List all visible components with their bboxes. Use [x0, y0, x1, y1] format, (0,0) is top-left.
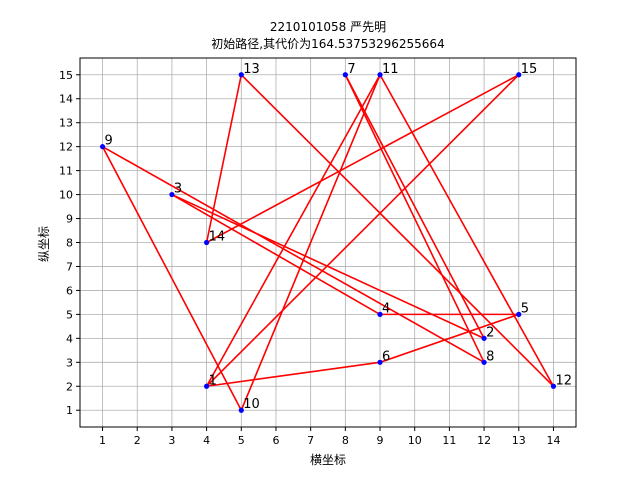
x-tick-label: 5 [238, 434, 245, 447]
route-segment [206, 361, 381, 388]
y-tick-label: 14 [59, 93, 73, 106]
city-point [550, 383, 557, 389]
chart-subtitle: 初始路径,其代价为164.53753296255664 [211, 36, 444, 51]
city-label: 14 [209, 230, 226, 245]
city-label: 7 [347, 62, 355, 77]
route-segment [240, 74, 381, 411]
city-label: 11 [382, 62, 399, 77]
city-point [481, 335, 487, 341]
x-tick-label: 12 [477, 434, 491, 447]
city-point [204, 383, 210, 389]
y-tick-label: 8 [66, 237, 73, 250]
city-point [377, 72, 383, 78]
y-tick-label: 12 [59, 141, 73, 154]
city-points [99, 72, 557, 413]
city-label: 10 [243, 397, 260, 412]
city-point [204, 239, 210, 246]
city-label: 13 [243, 62, 260, 77]
y-tick-label: 10 [59, 189, 73, 202]
y-tick-label: 6 [66, 284, 73, 297]
city-point [377, 311, 383, 317]
city-point [516, 311, 522, 317]
city-label: 4 [382, 301, 390, 316]
route-segment [171, 193, 485, 340]
route-segment [379, 74, 555, 387]
route-segment [205, 74, 381, 387]
city-label: 12 [555, 373, 572, 388]
route-segment [206, 74, 520, 244]
x-tick-label: 11 [442, 434, 456, 447]
grid [80, 58, 576, 427]
y-tick-label: 9 [66, 213, 73, 226]
city-label: 1 [209, 373, 217, 388]
y-tick-label: 5 [66, 308, 73, 321]
city-point [516, 72, 522, 78]
y-tick-label: 1 [66, 404, 73, 417]
route-segment [171, 193, 381, 316]
x-tick-label: 10 [408, 434, 422, 447]
route-segment [205, 74, 243, 243]
route-segment [101, 146, 242, 411]
route-segment [344, 74, 485, 339]
route-segment [240, 74, 555, 387]
y-tick-label: 13 [59, 117, 73, 130]
route-segment [344, 74, 485, 363]
route-lines [101, 74, 555, 411]
city-point [238, 407, 244, 413]
route-segment [206, 74, 520, 387]
route-segment [102, 145, 485, 364]
x-tick-label: 14 [546, 434, 560, 447]
x-tick-label: 7 [307, 434, 314, 447]
x-tick-label: 8 [342, 434, 349, 447]
city-point [169, 191, 175, 198]
route-segment [379, 313, 520, 364]
x-axis-label: 横坐标 [310, 453, 346, 467]
y-tick-label: 11 [59, 165, 73, 178]
x-tick-label: 2 [134, 434, 141, 447]
city-label: 5 [521, 301, 529, 316]
y-tick-label: 7 [66, 260, 73, 273]
chart-title: 2210101058 严先明 [270, 20, 386, 34]
city-label: 3 [174, 182, 182, 197]
city-point [238, 72, 244, 78]
x-tick-label: 1 [99, 434, 106, 447]
x-tick-label: 6 [272, 434, 279, 447]
city-label: 8 [486, 349, 494, 364]
y-tick-label: 4 [66, 332, 73, 345]
city-point [377, 359, 383, 365]
city-label: 2 [486, 325, 494, 340]
city-label: 15 [521, 62, 538, 77]
x-tick-label: 13 [512, 434, 526, 447]
city-point [342, 72, 348, 78]
city-point [99, 144, 106, 150]
x-tick-label: 9 [377, 434, 384, 447]
y-tick-label: 2 [66, 380, 73, 393]
y-axis-label: 纵坐标 [37, 226, 51, 262]
x-tick-label: 4 [203, 434, 210, 447]
x-tick-label: 3 [168, 434, 175, 447]
city-label: 9 [105, 134, 113, 149]
y-tick-label: 3 [66, 356, 73, 369]
city-point [481, 359, 487, 365]
city-label: 6 [382, 349, 390, 364]
y-tick-label: 15 [59, 69, 73, 82]
